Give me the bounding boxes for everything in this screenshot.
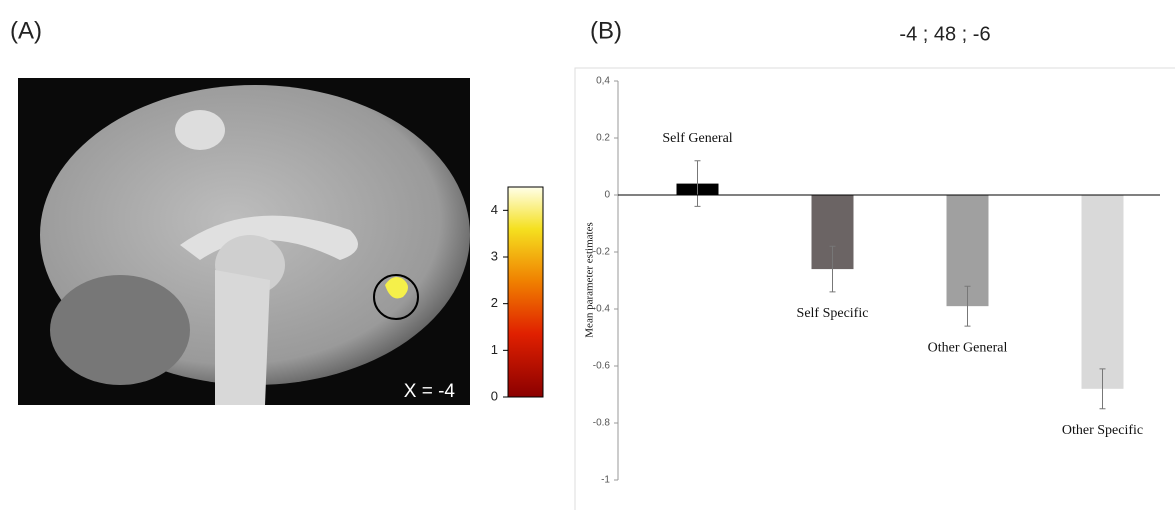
y-tick-label: 0.2 (596, 133, 610, 144)
bar (1082, 195, 1124, 389)
y-tick-label: -0.8 (593, 418, 611, 429)
y-tick-label: 0,4 (596, 76, 610, 87)
colorbar-tick-label: 3 (491, 248, 498, 263)
figure: (A) X = -4 (B) -4 ; 48 ; -6 Mean paramet… (0, 0, 1175, 510)
brain-image (18, 78, 470, 405)
category-label: Self General (662, 131, 732, 146)
y-axis-label: Mean parameter estimates (584, 222, 596, 337)
category-label: Other General (928, 340, 1008, 355)
slice-label: X = -4 (404, 381, 456, 402)
y-tick-label: -1 (601, 475, 610, 486)
colorbar-tick-label: 0 (491, 388, 498, 403)
category-label: Self Specific (797, 306, 869, 321)
panel-label: (A) (10, 17, 42, 44)
y-tick-label: -0.2 (593, 247, 611, 258)
y-tick-label: 0 (604, 190, 610, 201)
panel-label: (B) (590, 17, 622, 44)
colorbar-tick-label: 2 (491, 295, 498, 310)
category-label: Other Specific (1062, 423, 1143, 438)
colorbar (508, 187, 543, 397)
y-tick-label: -0.4 (593, 304, 611, 315)
chart-title: -4 ; 48 ; -6 (899, 23, 990, 45)
colorbar-tick-label: 4 (491, 202, 498, 217)
colorbar-tick-label: 1 (491, 342, 498, 357)
y-tick-label: -0.6 (593, 361, 611, 372)
